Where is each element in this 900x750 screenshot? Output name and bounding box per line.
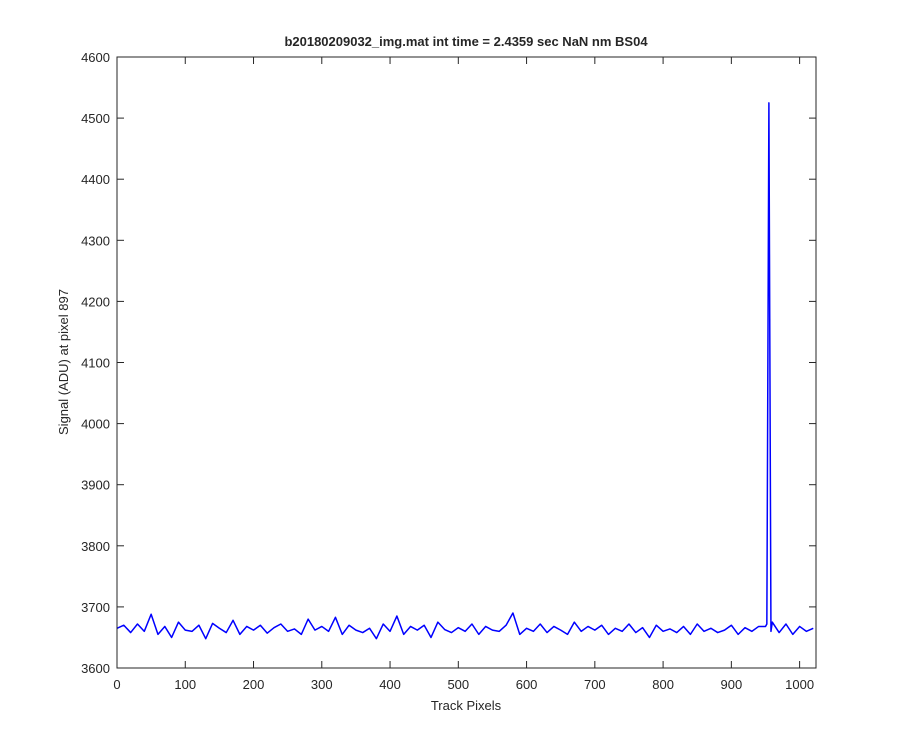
- x-tick-label: 700: [584, 677, 606, 692]
- x-tick-label: 100: [174, 677, 196, 692]
- chart-title: b20180209032_img.mat int time = 2.4359 s…: [284, 34, 648, 49]
- x-axis-label: Track Pixels: [431, 698, 502, 713]
- x-tick-label: 200: [243, 677, 265, 692]
- data-line: [116, 102, 814, 640]
- y-tick-label: 4500: [81, 111, 110, 126]
- x-tick-label: 300: [311, 677, 333, 692]
- y-tick-label: 4000: [81, 417, 110, 432]
- x-tick-label: 800: [652, 677, 674, 692]
- y-tick-label: 4300: [81, 233, 110, 248]
- y-tick-label: 3900: [81, 478, 110, 493]
- x-tick-label: 1000: [785, 677, 814, 692]
- x-tick-label: 400: [379, 677, 401, 692]
- y-tick-label: 4400: [81, 172, 110, 187]
- x-tick-label: 900: [721, 677, 743, 692]
- x-tick-label: 500: [447, 677, 469, 692]
- y-tick-label: 4100: [81, 356, 110, 371]
- y-axis-label: Signal (ADU) at pixel 897: [56, 289, 71, 435]
- y-tick-label: 4600: [81, 50, 110, 65]
- y-tick-label: 3600: [81, 661, 110, 676]
- x-tick-label: 600: [516, 677, 538, 692]
- y-tick-label: 4200: [81, 294, 110, 309]
- y-tick-label: 3800: [81, 539, 110, 554]
- x-tick-label: 0: [113, 677, 120, 692]
- y-tick-label: 3700: [81, 600, 110, 615]
